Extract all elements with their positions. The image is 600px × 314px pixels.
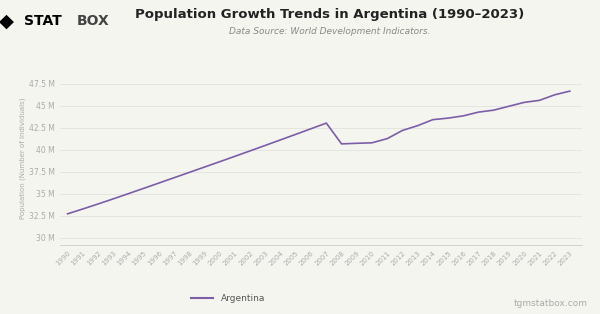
Text: STAT: STAT [24,14,62,28]
Text: tgmstatbox.com: tgmstatbox.com [514,299,588,308]
Text: Data Source: World Development Indicators.: Data Source: World Development Indicator… [229,27,431,36]
Legend: Argentina: Argentina [187,290,269,306]
Text: ◆: ◆ [0,11,14,30]
Text: BOX: BOX [77,14,109,28]
Y-axis label: Population (Number of Individuals): Population (Number of Individuals) [20,98,26,219]
Text: Population Growth Trends in Argentina (1990–2023): Population Growth Trends in Argentina (1… [136,8,524,21]
